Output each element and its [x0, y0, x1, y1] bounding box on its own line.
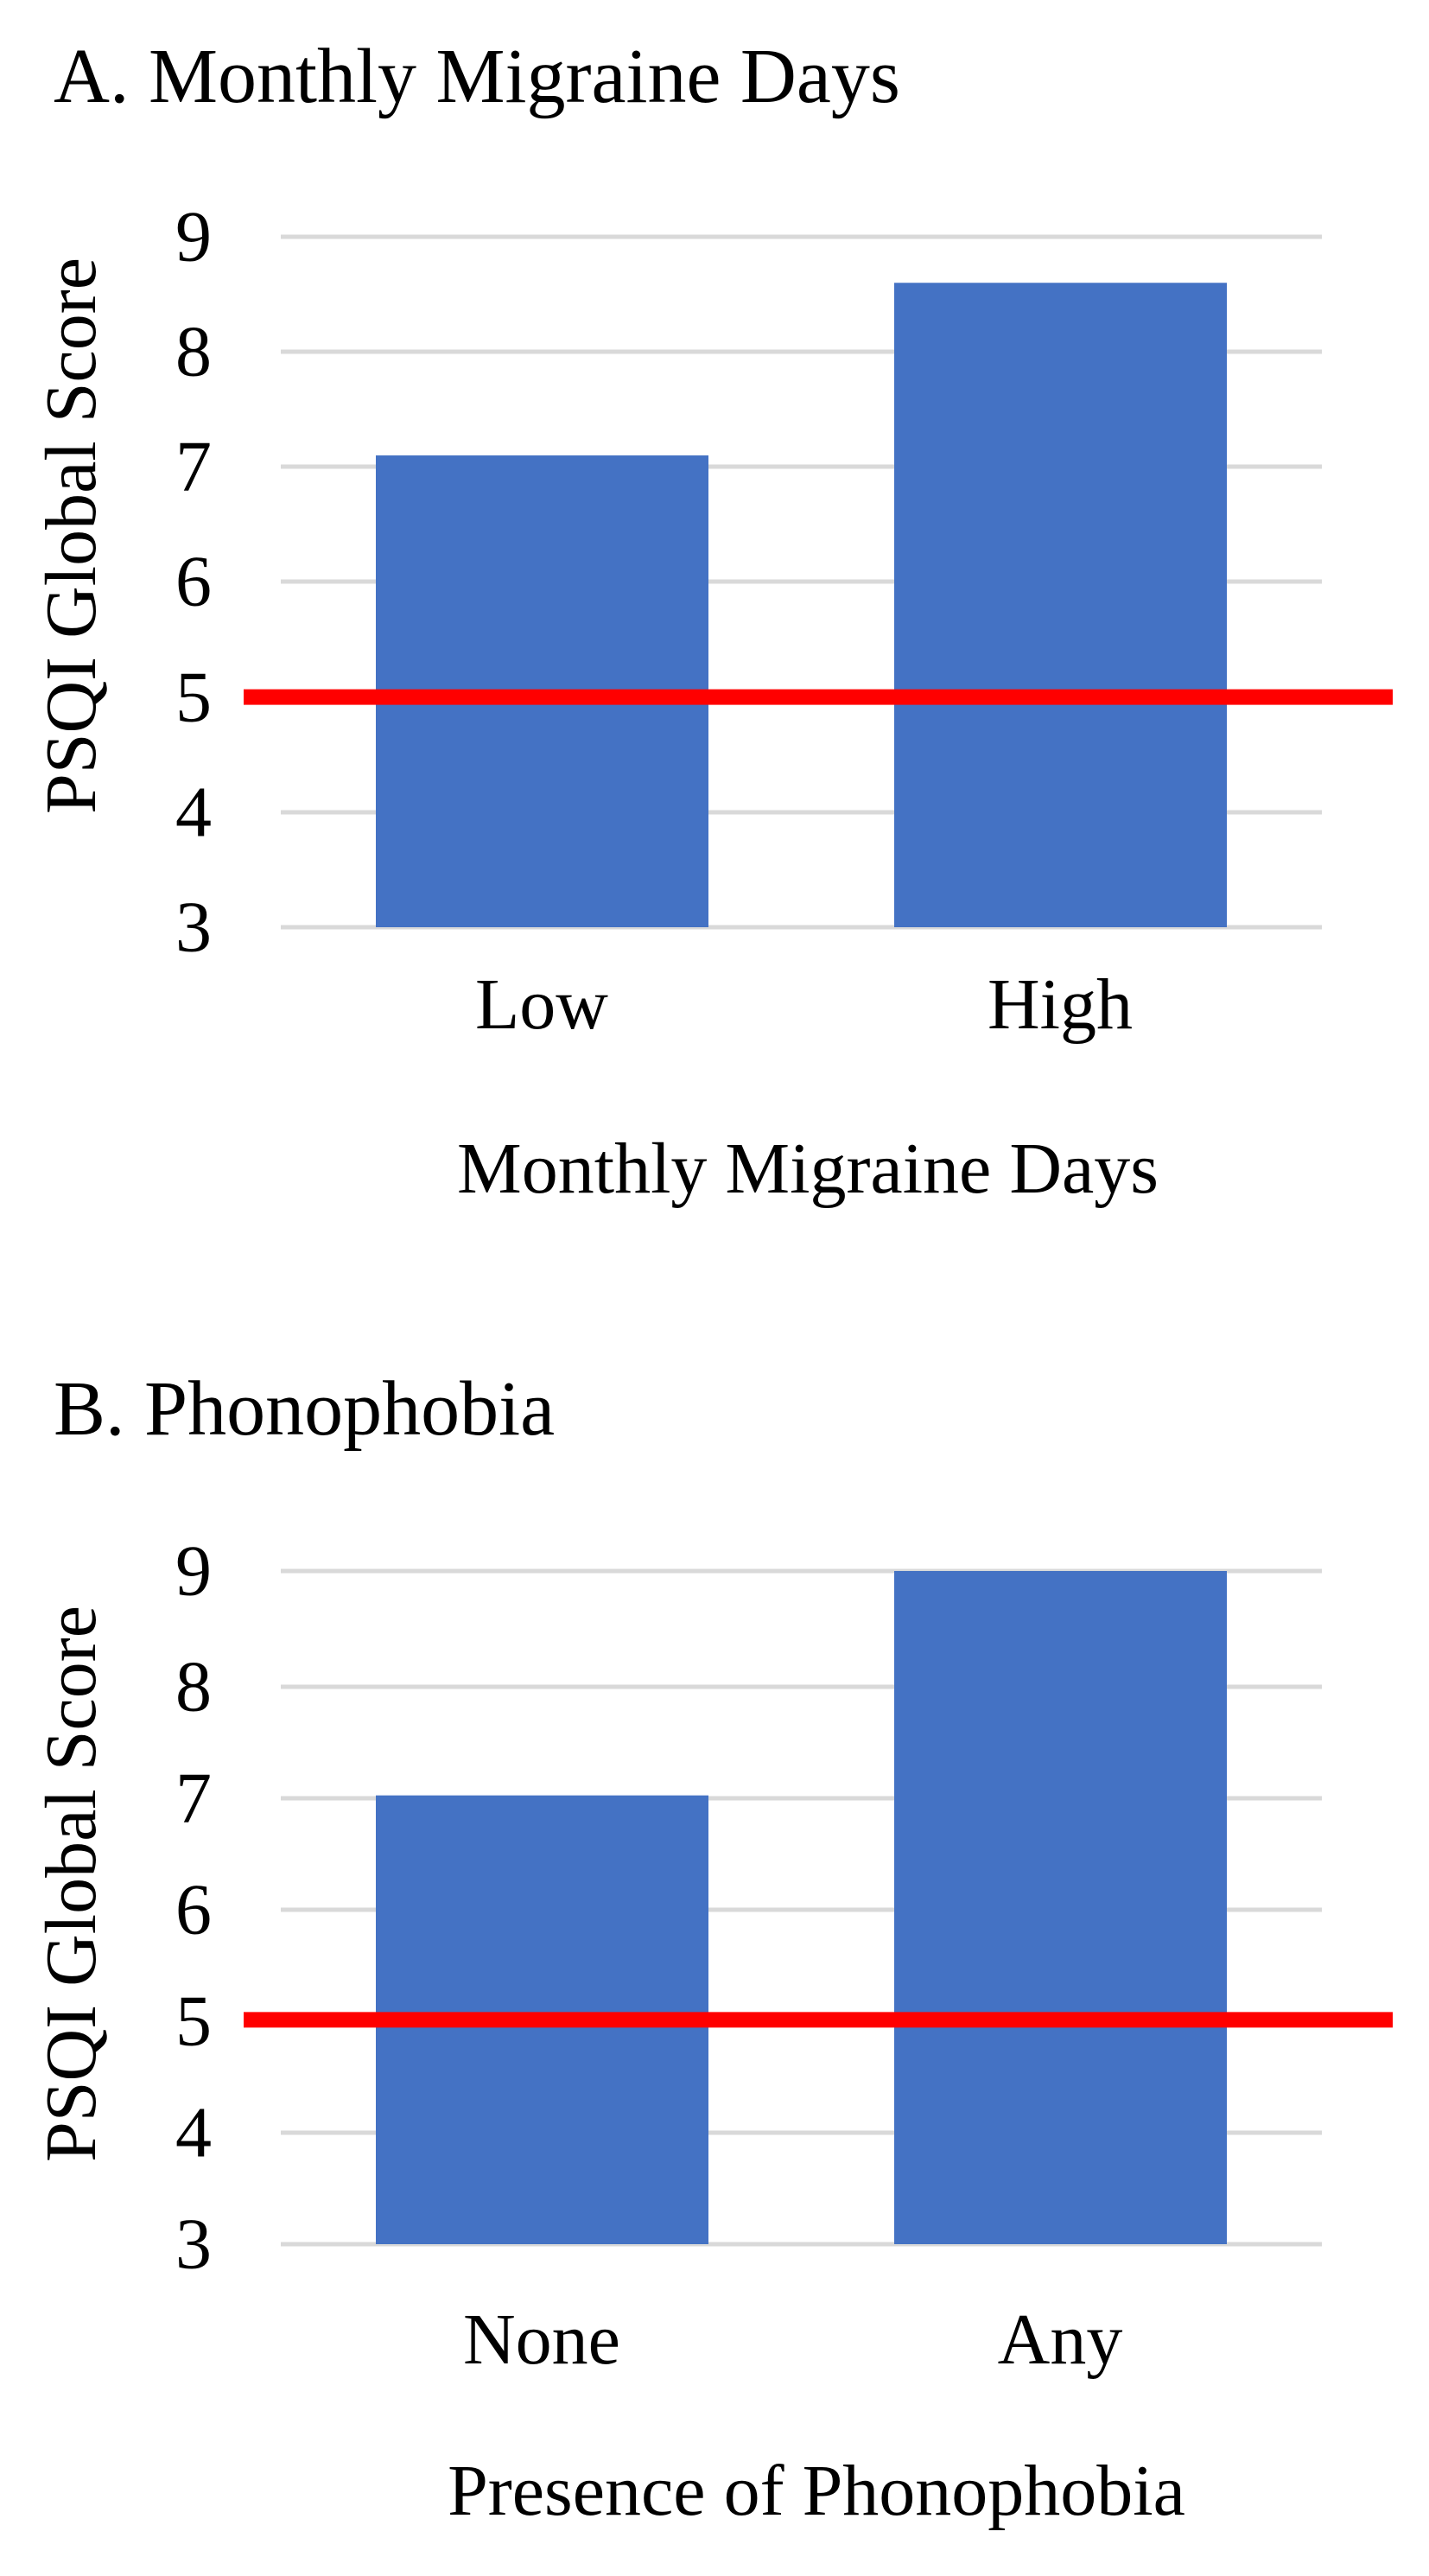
panel-b-xtick-none: None: [463, 2299, 620, 2380]
panel-a-x-axis-title: Monthly Migraine Days: [457, 1129, 1159, 1209]
panel-b-title: B. Phonophobia: [54, 1366, 555, 1452]
panel-a-bar-high: [894, 283, 1227, 927]
panel-a-ytick-6: 6: [175, 542, 212, 622]
panel-a-y-axis-title: PSQI Global Score: [31, 258, 111, 814]
panel-a-ytick-9: 9: [175, 197, 212, 277]
panel-b-ytick-7: 7: [175, 1759, 212, 1839]
panel-a-ytick-5: 5: [175, 658, 212, 738]
panel-b-y-axis-title: PSQI Global Score: [31, 1606, 111, 2162]
panel-b-ytick-5: 5: [175, 1981, 212, 2062]
panel-a-ytick-8: 8: [175, 312, 212, 392]
panel-b-bar-any: [894, 1571, 1227, 2244]
panel-b-ytick-9: 9: [175, 1531, 212, 1612]
panel-a-xtick-low: Low: [475, 964, 608, 1045]
panel-b-ytick-6: 6: [175, 1870, 212, 1950]
panel-b-x-axis-title: Presence of Phonophobia: [448, 2451, 1185, 2531]
panel-a: A. Monthly Migraine Days 3 4 5 6 7 8 9: [31, 34, 1393, 1209]
panel-b-y-ticks: 3 4 5 6 7 8 9: [175, 1531, 212, 2285]
panel-a-ytick-7: 7: [175, 427, 212, 507]
panel-b: B. Phonophobia 3 4 5 6 7 8 9: [31, 1366, 1393, 2531]
panel-b-ytick-4: 4: [175, 2093, 212, 2173]
panel-a-ytick-4: 4: [175, 773, 212, 853]
panel-b-ytick-3: 3: [175, 2204, 212, 2285]
panel-a-title: A. Monthly Migraine Days: [54, 34, 900, 119]
panel-a-xtick-high: High: [988, 964, 1133, 1045]
panel-b-ytick-8: 8: [175, 1647, 212, 1727]
panel-b-xtick-any: Any: [998, 2299, 1123, 2380]
panel-a-ytick-3: 3: [175, 887, 212, 968]
panel-a-y-ticks: 3 4 5 6 7 8 9: [175, 197, 212, 968]
